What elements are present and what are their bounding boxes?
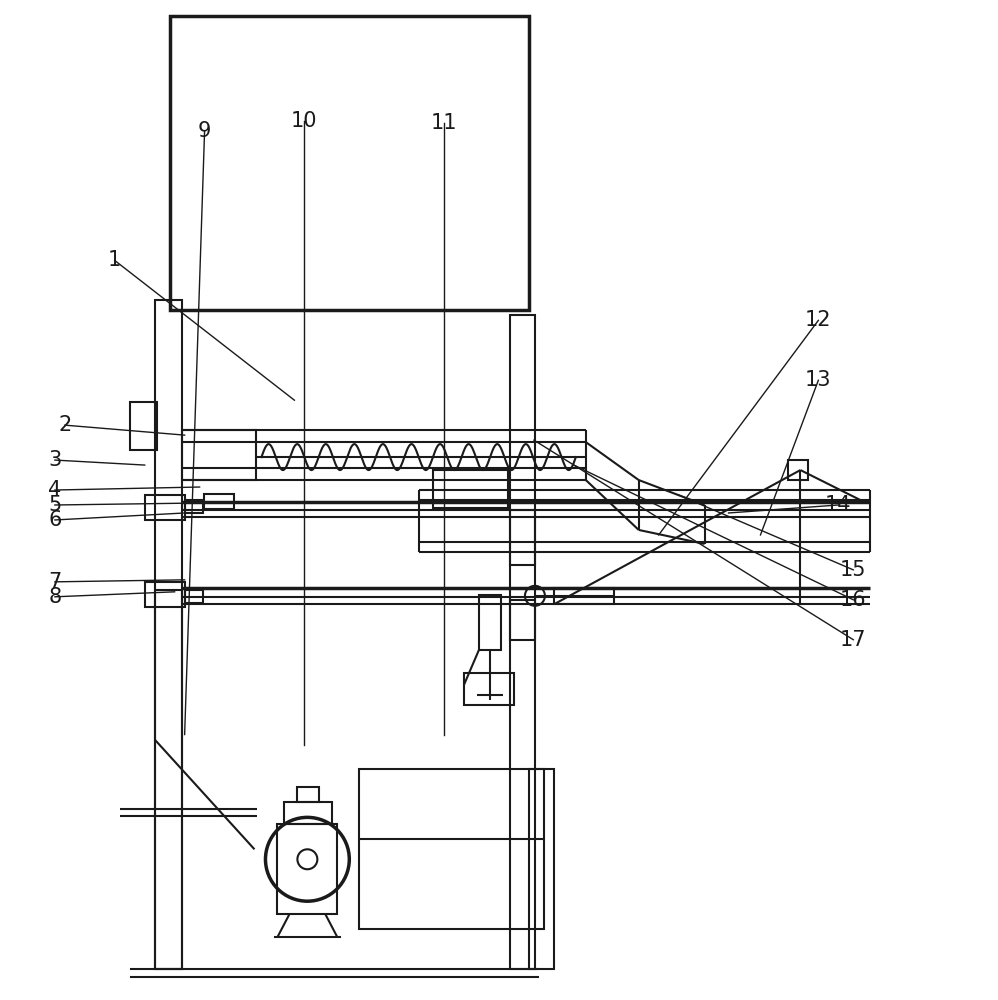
Text: 11: 11 <box>431 113 457 133</box>
Bar <box>479 595 501 650</box>
Bar <box>155 300 182 969</box>
Bar <box>554 588 614 604</box>
Bar <box>185 590 203 603</box>
Bar <box>297 787 319 802</box>
Bar <box>182 430 256 480</box>
Text: 12: 12 <box>805 310 831 330</box>
Bar <box>277 824 337 914</box>
Text: 13: 13 <box>805 370 831 390</box>
Bar <box>529 769 554 969</box>
Text: 6: 6 <box>48 510 62 530</box>
Text: 5: 5 <box>48 495 62 515</box>
Bar <box>433 470 508 508</box>
Text: 3: 3 <box>48 450 62 470</box>
Text: 16: 16 <box>840 590 866 610</box>
Text: 9: 9 <box>198 121 212 141</box>
Bar <box>510 600 535 969</box>
Text: 10: 10 <box>291 111 317 131</box>
Bar <box>788 460 808 480</box>
Bar <box>204 494 234 509</box>
Text: 2: 2 <box>58 415 72 435</box>
Text: 14: 14 <box>825 495 851 515</box>
Text: 4: 4 <box>48 480 62 500</box>
Bar <box>284 802 332 824</box>
Text: 15: 15 <box>840 560 866 580</box>
Bar <box>359 769 544 929</box>
Bar <box>185 500 203 513</box>
Text: 17: 17 <box>840 630 866 650</box>
Bar <box>510 510 535 640</box>
Bar <box>130 402 157 450</box>
Bar <box>145 495 185 520</box>
Bar <box>155 590 182 969</box>
Text: 7: 7 <box>48 572 62 592</box>
Bar <box>464 673 514 705</box>
Text: 1: 1 <box>108 250 122 270</box>
Bar <box>510 315 535 565</box>
Bar <box>170 16 529 310</box>
Bar <box>145 582 185 607</box>
Text: 8: 8 <box>48 587 62 607</box>
